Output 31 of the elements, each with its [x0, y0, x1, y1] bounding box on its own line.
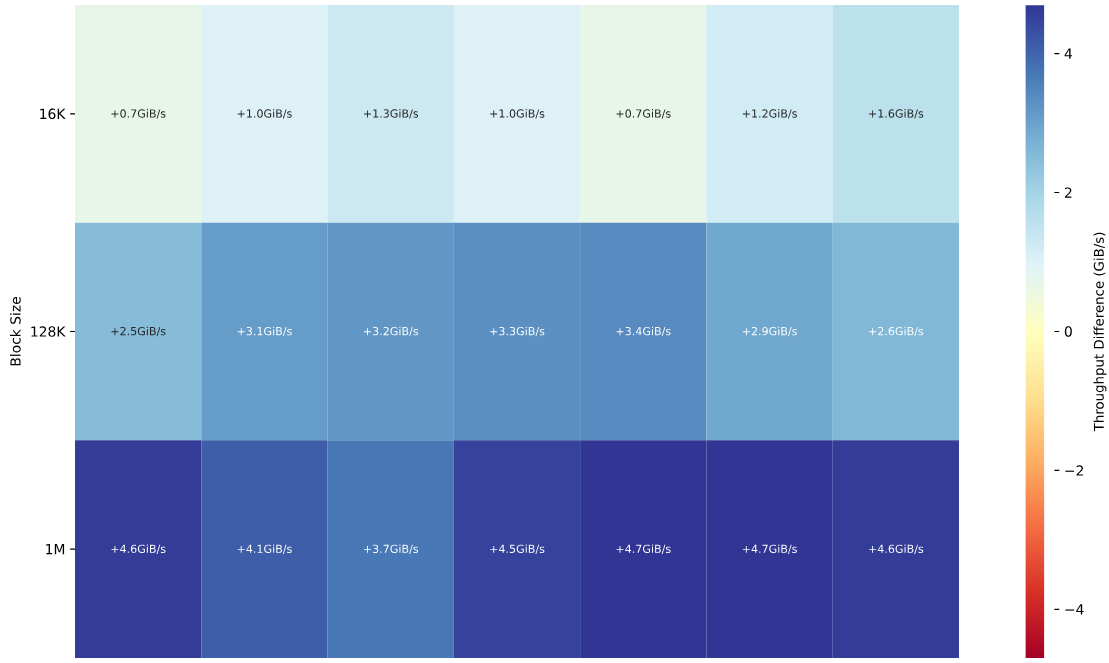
data-label: +1.0GiB/s	[490, 109, 545, 119]
data-label: +1.6GiB/s	[869, 109, 924, 119]
data-label: +3.4GiB/s	[616, 326, 671, 337]
data-label: +4.1GiB/s	[237, 544, 292, 554]
data-label: +2.9GiB/s	[742, 326, 797, 337]
color-bar-label: 2	[1064, 187, 1072, 198]
color-bar-label: −4	[1065, 604, 1084, 615]
data-label: +3.3GiB/s	[490, 326, 545, 337]
y-tick-label: 1M	[46, 544, 65, 555]
data-label: +0.7GiB/s	[111, 109, 166, 119]
data-label: +2.5GiB/s	[111, 326, 166, 337]
data-label: +4.7GiB/s	[742, 544, 797, 554]
color-bar-label: −2	[1065, 465, 1083, 476]
y-tick-label: 16K	[40, 108, 66, 120]
data-label: +0.7GiB/s	[616, 109, 671, 119]
data-label: +3.7GiB/s	[363, 544, 419, 554]
data-label: +3.2GiB/s	[363, 326, 419, 337]
data-label: +1.2GiB/s	[742, 109, 797, 119]
data-label: +4.6GiB/s	[111, 544, 166, 554]
data-label: +4.7GiB/s	[616, 544, 671, 554]
data-label: +1.0GiB/s	[237, 109, 292, 119]
color-bar-label: 0	[1064, 326, 1072, 337]
data-label: +4.6GiB/s	[869, 544, 924, 554]
data-label: +4.5GiB/s	[490, 544, 545, 554]
data-label: +2.6GiB/s	[869, 326, 924, 337]
color-bar-label: 4	[1064, 48, 1072, 59]
data-label: +1.3GiB/s	[363, 109, 419, 119]
y-axis-title: Block Size	[9, 297, 21, 366]
data-label: +3.1GiB/s	[237, 326, 292, 337]
color-bar-title: Throughput Difference (GiB/s)	[1093, 232, 1107, 432]
y-tick-label: 128K	[31, 326, 66, 337]
